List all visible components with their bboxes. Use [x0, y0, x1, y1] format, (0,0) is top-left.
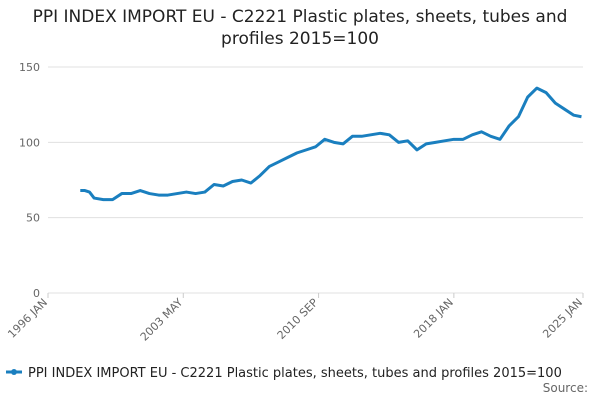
- data-line: [80, 86, 582, 202]
- legend-label: PPI INDEX IMPORT EU - C2221 Plastic plat…: [28, 366, 562, 381]
- legend-dot: [11, 369, 17, 375]
- y-tick-label: 150: [19, 61, 40, 74]
- x-tick-label: 1996 JAN: [5, 296, 50, 341]
- x-tick-label: 2025 JAN: [540, 296, 585, 341]
- x-tick-label: 2003 MAY: [138, 296, 186, 344]
- source: Source:: [543, 381, 588, 395]
- y-tick-label: 0: [33, 287, 40, 300]
- y-tick-label: 50: [26, 212, 40, 225]
- x-tick-label: 2018 JAN: [411, 296, 456, 341]
- x-tick-label: 2010 SEP: [275, 296, 321, 342]
- chart-title: PPI INDEX IMPORT EU - C2221 Plastic plat…: [32, 7, 568, 49]
- y-tick-label: 100: [19, 136, 40, 149]
